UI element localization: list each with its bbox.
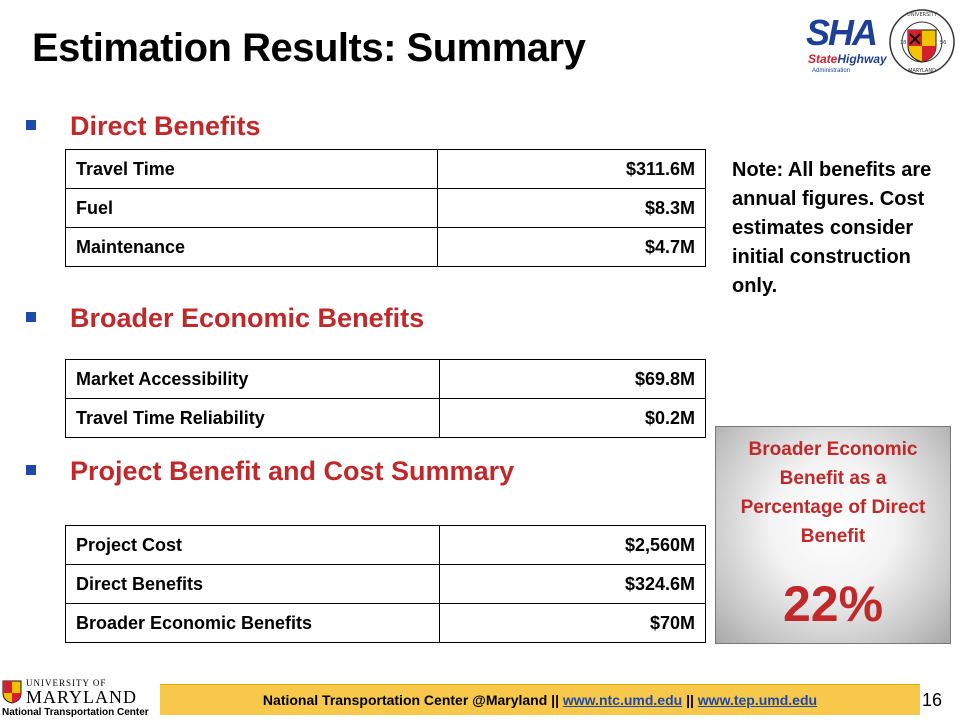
percentage-callout-box: Broader Economic Benefit as a Percentage… (715, 426, 951, 644)
svg-text:18: 18 (900, 40, 906, 46)
row-value: $311.6M (437, 149, 706, 189)
broader-economic-benefits-table: Market Accessibility $69.8M Travel Time … (65, 359, 706, 438)
slide-title: Estimation Results: Summary (32, 26, 586, 70)
bullet-icon (26, 119, 36, 130)
row-value: $70M (439, 603, 706, 643)
bullet-icon (26, 311, 36, 322)
svg-text:UNIVERSITY: UNIVERSITY (907, 12, 938, 18)
annual-figures-note: Note: All benefits are annual figures. C… (732, 159, 932, 297)
footer-umd-ntc-logo: UNIVERSITY OF MARYLAND National Transpor… (0, 676, 156, 720)
sha-logo-state-highway: StateHighway (808, 52, 887, 66)
footer-logo-ntc: National Transportation Center (2, 707, 149, 718)
table-row: Broader Economic Benefits $70M (65, 603, 706, 643)
tep-website-link[interactable]: www.tep.umd.edu (697, 692, 818, 708)
table-row: Fuel $8.3M (65, 188, 706, 228)
row-value: $4.7M (437, 227, 706, 267)
row-value: $0.2M (439, 398, 706, 438)
row-label: Project Cost (65, 525, 440, 565)
section-heading-broader-economic-benefits: Broader Economic Benefits (26, 303, 424, 334)
row-label: Travel Time (65, 149, 438, 189)
row-label: Broader Economic Benefits (65, 603, 440, 643)
sha-logo-mark: SHA (806, 12, 878, 53)
row-label: Market Accessibility (65, 359, 440, 399)
svg-text:56: 56 (940, 40, 946, 46)
row-label: Direct Benefits (65, 564, 440, 604)
direct-benefits-table: Travel Time $311.6M Fuel $8.3M Maintenan… (65, 149, 706, 267)
ntc-website-link[interactable]: www.ntc.umd.edu (562, 692, 683, 708)
table-row: Travel Time $311.6M (65, 149, 706, 189)
footer-separator: || (686, 692, 694, 708)
table-row: Market Accessibility $69.8M (65, 359, 706, 399)
row-value: $2,560M (439, 525, 706, 565)
row-value: $8.3M (437, 188, 706, 228)
footer-logo-maryland: MARYLAND (26, 687, 138, 707)
sha-logo-admin: Administration (812, 68, 851, 74)
footer-logo-university-of: UNIVERSITY OF (26, 678, 107, 688)
table-row: Project Cost $2,560M (65, 525, 706, 565)
row-value: $324.6M (439, 564, 706, 604)
section-heading-direct-benefits: Direct Benefits (26, 111, 261, 142)
row-value: $69.8M (439, 359, 706, 399)
row-label: Fuel (65, 188, 438, 228)
table-row: Travel Time Reliability $0.2M (65, 398, 706, 438)
svg-text:MARYLAND: MARYLAND (908, 68, 936, 74)
footer-prefix: National Transportation Center @Maryland… (262, 692, 560, 708)
project-summary-table: Project Cost $2,560M Direct Benefits $32… (65, 525, 706, 643)
umd-seal-logo: UNIVERSITY MARYLAND 18 56 (889, 9, 955, 75)
callout-label: Broader Economic Benefit as a Percentage… (740, 439, 926, 547)
maryland-shield-icon (2, 680, 22, 704)
callout-percentage: 22% (782, 576, 884, 632)
sha-logo: SHA StateHighway Administration (806, 12, 887, 76)
section-heading-project-summary: Project Benefit and Cost Summary (26, 456, 514, 487)
footer-bar: National Transportation Center @Maryland… (160, 684, 920, 715)
page-number: 16 (922, 690, 943, 710)
row-label: Maintenance (65, 227, 438, 267)
row-label: Travel Time Reliability (65, 398, 440, 438)
bullet-icon (26, 464, 36, 475)
table-row: Maintenance $4.7M (65, 227, 706, 267)
table-row: Direct Benefits $324.6M (65, 564, 706, 604)
